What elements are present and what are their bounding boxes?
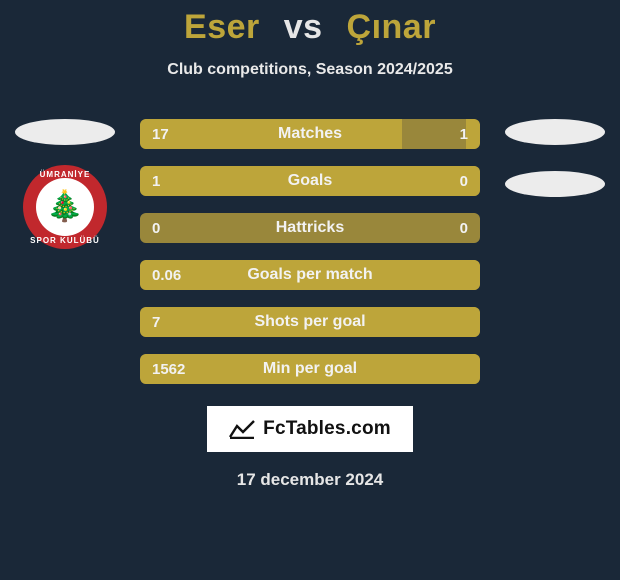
branding-text: FcTables.com — [263, 418, 391, 440]
player2-photo-placeholder — [505, 119, 605, 145]
stat-row: 1Goals0 — [140, 166, 480, 196]
stat-label: Min per goal — [140, 360, 480, 378]
player1-club-crest: ÜMRANİYE 🎄 SPOR KULÜBÜ — [23, 165, 107, 249]
stat-value-right: 0 — [460, 220, 468, 237]
stat-label: Goals per match — [140, 266, 480, 284]
subtitle: Club competitions, Season 2024/2025 — [0, 61, 620, 79]
stats-container: 17Matches11Goals00Hattricks00.06Goals pe… — [120, 119, 500, 384]
crest-text-bottom: SPOR KULÜBÜ — [30, 236, 100, 245]
stat-value-right: 0 — [460, 173, 468, 190]
side-left: ÜMRANİYE 🎄 SPOR KULÜBÜ — [10, 119, 120, 249]
vs-label: vs — [284, 8, 323, 46]
page-title: Eser vs Çınar — [0, 8, 620, 47]
stat-row: 0Hattricks0 — [140, 213, 480, 243]
player1-photo-placeholder — [15, 119, 115, 145]
fctables-logo-icon — [229, 419, 255, 439]
stat-row: 17Matches1 — [140, 119, 480, 149]
player1-name: Eser — [184, 8, 260, 46]
comparison-body: ÜMRANİYE 🎄 SPOR KULÜBÜ 17Matches11Goals0… — [0, 119, 620, 384]
crest-inner: 🎄 — [36, 178, 94, 236]
player2-club-placeholder — [505, 171, 605, 197]
stat-label: Shots per goal — [140, 313, 480, 331]
side-right — [500, 119, 610, 197]
snapshot-date: 17 december 2024 — [0, 470, 620, 490]
stat-label: Hattricks — [140, 219, 480, 237]
stat-row: 0.06Goals per match — [140, 260, 480, 290]
stat-label: Matches — [140, 125, 480, 143]
branding-badge: FcTables.com — [207, 406, 413, 452]
stat-value-right: 1 — [460, 126, 468, 143]
crest-text-top: ÜMRANİYE — [40, 170, 91, 179]
tree-icon: 🎄 — [46, 192, 83, 222]
comparison-card: Eser vs Çınar Club competitions, Season … — [0, 0, 620, 580]
stat-row: 7Shots per goal — [140, 307, 480, 337]
player2-name: Çınar — [347, 8, 436, 46]
stat-row: 1562Min per goal — [140, 354, 480, 384]
stat-label: Goals — [140, 172, 480, 190]
